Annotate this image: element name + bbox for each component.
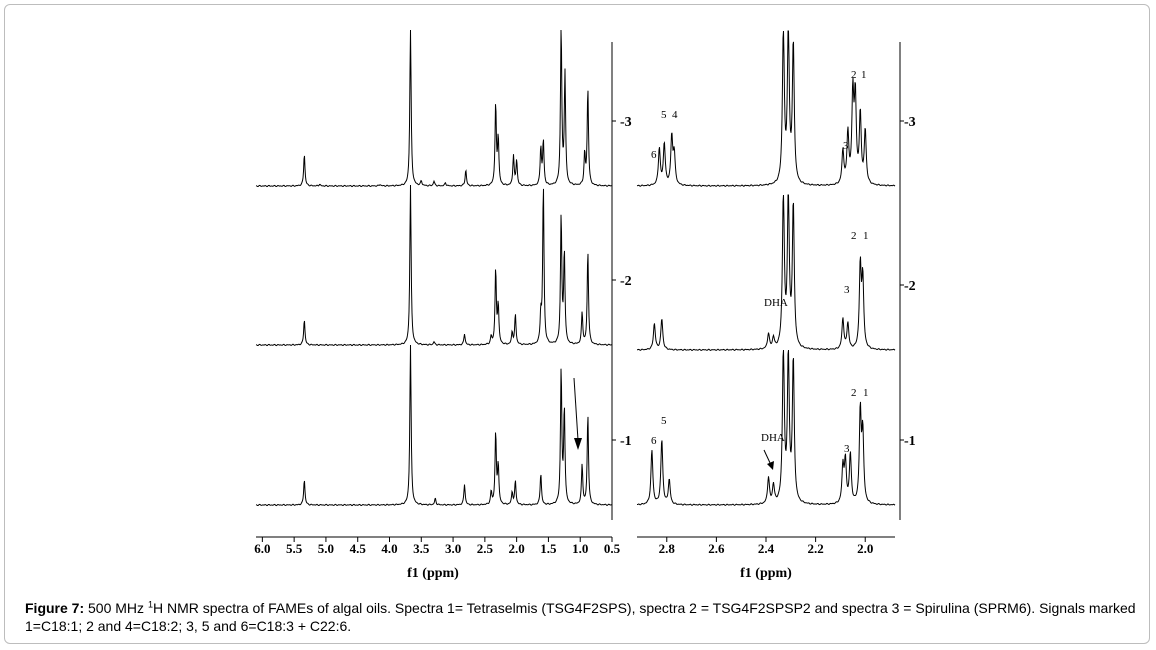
spectrum-trace-2 xyxy=(637,194,896,352)
x-tick-label: 4.0 xyxy=(381,541,397,556)
x-tick-label: 5.5 xyxy=(286,541,303,556)
trace-label-1: -1 xyxy=(904,434,916,449)
caption-superscript: 1 xyxy=(147,599,153,610)
peak-annotation: 6 xyxy=(651,149,657,161)
trace-label-3: -3 xyxy=(904,115,916,130)
x-tick-label: 2.8 xyxy=(659,541,676,556)
caption-prefix: 500 MHz xyxy=(84,600,148,616)
x-axis-label: f1 (ppm) xyxy=(740,566,792,581)
x-tick-label: 0.5 xyxy=(604,541,621,556)
peak-annotation: 5 xyxy=(661,415,667,427)
x-tick-label: 1.5 xyxy=(540,541,557,556)
left-spectrum-panel: 6.0 5.5 5.0 4.5 4.0 3.5 3.0 2.5 2.0 1.5 1.0 0.5 f1 (… xyxy=(254,29,632,581)
x-tick-label: 3.0 xyxy=(445,541,461,556)
x-axis-label: f1 (ppm) xyxy=(407,566,459,581)
x-tick-label: 4.5 xyxy=(350,541,367,556)
peak-annotation: DHA xyxy=(761,432,785,444)
peak-annotation: 6 xyxy=(651,435,657,447)
peak-annotation: 3 xyxy=(844,284,850,296)
peak-annotation: 1 xyxy=(861,69,867,81)
spectrum-trace-1 xyxy=(637,349,896,506)
arrow-head xyxy=(574,438,582,450)
trace-label-2: -2 xyxy=(904,279,916,294)
right-spectrum-panel: 2.8 2.6 2.4 2.2 2.0 f1 (ppm) -3 -2 -1 xyxy=(636,30,916,581)
dha-arrow-line xyxy=(763,449,772,466)
dha-arrow-head xyxy=(767,461,774,470)
figure-caption: Figure 7: 500 MHz 1H NMR spectra of FAME… xyxy=(25,599,1140,635)
peak-annotation: 2 xyxy=(851,387,857,399)
x-tick-label: 2.4 xyxy=(758,541,775,556)
trace-label-3: -3 xyxy=(620,115,632,130)
x-tick-label: 2.5 xyxy=(477,541,494,556)
spectrum-trace-1 xyxy=(255,344,613,507)
x-tick-label: 3.5 xyxy=(413,541,430,556)
peak-annotation: 4 xyxy=(672,109,678,121)
spectrum-trace-3 xyxy=(255,29,613,188)
x-tick-label: 2.0 xyxy=(509,541,525,556)
arrow-line xyxy=(573,377,579,441)
peak-annotation: 3 xyxy=(844,443,850,455)
x-tick-label: 6.0 xyxy=(254,541,270,556)
peak-annotation: 2 xyxy=(851,230,857,242)
peak-annotation: 3 xyxy=(843,140,849,152)
caption-text: H NMR spectra of FAMEs of algal oils. Sp… xyxy=(25,600,1136,634)
peak-annotation: 5 xyxy=(661,109,667,121)
x-tick-label: 5.0 xyxy=(318,541,334,556)
x-tick-label: 2.0 xyxy=(857,541,873,556)
x-tick-label: 1.0 xyxy=(572,541,588,556)
spectrum-trace-2 xyxy=(255,184,613,347)
peak-annotation: 2 xyxy=(851,69,857,81)
peak-annotation: 1 xyxy=(863,387,869,399)
x-tick-label: 2.2 xyxy=(807,541,823,556)
x-tick-label: 2.6 xyxy=(708,541,725,556)
spectrum-trace-3 xyxy=(636,30,896,187)
nmr-figure: 6.0 5.5 5.0 4.5 4.0 3.5 3.0 2.5 2.0 1.5 1.0 0.5 f1 (… xyxy=(254,29,916,581)
peak-annotation: 1 xyxy=(863,230,869,242)
peak-annotation: DHA xyxy=(764,297,788,309)
trace-label-1: -1 xyxy=(620,434,632,449)
trace-label-2: -2 xyxy=(620,274,632,289)
caption-label: Figure 7: xyxy=(25,600,85,616)
